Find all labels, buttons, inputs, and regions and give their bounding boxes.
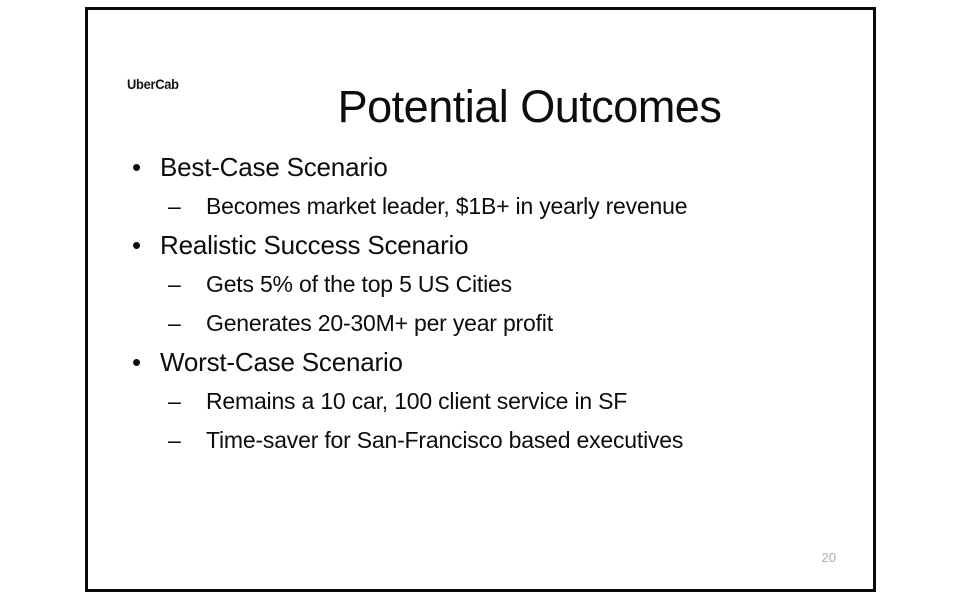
bullet-dot-icon: •: [132, 347, 141, 377]
ubercab-logo: UberCab: [127, 76, 179, 92]
bullet-level1: • Worst-Case Scenario: [88, 343, 879, 382]
bullet-level2: – Remains a 10 car, 100 client service i…: [88, 382, 879, 421]
page-number: 20: [821, 550, 836, 565]
bullet-dot-icon: •: [132, 152, 141, 182]
outline-group: • Best-Case Scenario – Becomes market le…: [88, 148, 879, 226]
bullet-level1-label: Realistic Success Scenario: [160, 230, 469, 260]
bullet-level2: – Time-saver for San-Francisco based exe…: [88, 421, 879, 460]
outline-group: • Realistic Success Scenario – Gets 5% o…: [88, 226, 879, 343]
bullet-level2: – Gets 5% of the top 5 US Cities: [88, 265, 879, 304]
bullet-dash-icon: –: [168, 193, 181, 219]
bullet-level2-label: Generates 20-30M+ per year profit: [206, 310, 553, 336]
bullet-level1-label: Best-Case Scenario: [160, 152, 388, 182]
bullet-dash-icon: –: [168, 310, 181, 336]
slide-title: Potential Outcomes: [337, 81, 722, 133]
bullet-level2: – Generates 20-30M+ per year profit: [88, 304, 879, 343]
bullet-level1: • Best-Case Scenario: [88, 148, 879, 187]
bullet-level2: – Becomes market leader, $1B+ in yearly …: [88, 187, 879, 226]
bullet-level2-label: Becomes market leader, $1B+ in yearly re…: [206, 193, 688, 219]
bullet-level2-label: Remains a 10 car, 100 client service in …: [206, 388, 628, 414]
slide-frame: UberCab Potential Outcomes • Best-Case S…: [85, 7, 876, 592]
outline-group: • Worst-Case Scenario – Remains a 10 car…: [88, 343, 879, 460]
bullet-level2-label: Time-saver for San-Francisco based execu…: [206, 427, 684, 453]
slide-body: • Best-Case Scenario – Becomes market le…: [88, 148, 879, 460]
bullet-level2-label: Gets 5% of the top 5 US Cities: [206, 271, 512, 297]
bullet-dash-icon: –: [168, 427, 181, 453]
bullet-dash-icon: –: [168, 388, 181, 414]
bullet-level1-label: Worst-Case Scenario: [160, 347, 403, 377]
bullet-dot-icon: •: [132, 230, 141, 260]
bullet-level1: • Realistic Success Scenario: [88, 226, 879, 265]
bullet-dash-icon: –: [168, 271, 181, 297]
